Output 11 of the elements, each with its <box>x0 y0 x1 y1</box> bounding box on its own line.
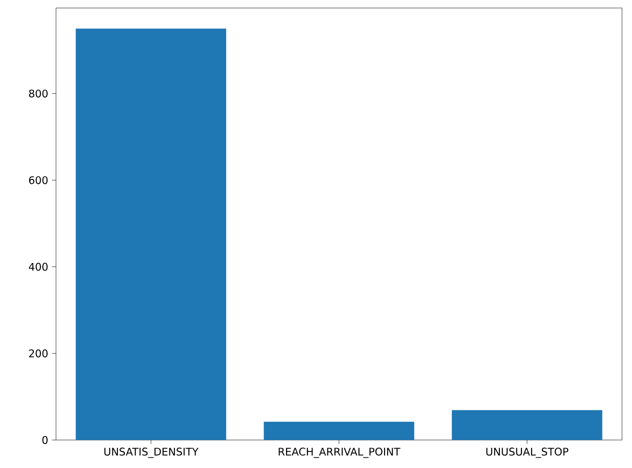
bar <box>452 410 602 440</box>
y-tick-label: 200 <box>29 349 48 358</box>
y-tick-label: 0 <box>42 436 48 444</box>
y-tick-label: 800 <box>29 90 48 98</box>
bar <box>264 422 414 440</box>
y-tick-label: 600 <box>29 176 48 184</box>
x-tick-label: UNUSUAL_STOP <box>486 448 568 458</box>
y-tick-label: 400 <box>28 262 48 271</box>
x-tick-label: REACH_ARRIVAL_POINT <box>278 448 400 458</box>
bar <box>76 28 226 440</box>
x-tick-label: UNSATIS_DENSITY <box>104 448 198 458</box>
